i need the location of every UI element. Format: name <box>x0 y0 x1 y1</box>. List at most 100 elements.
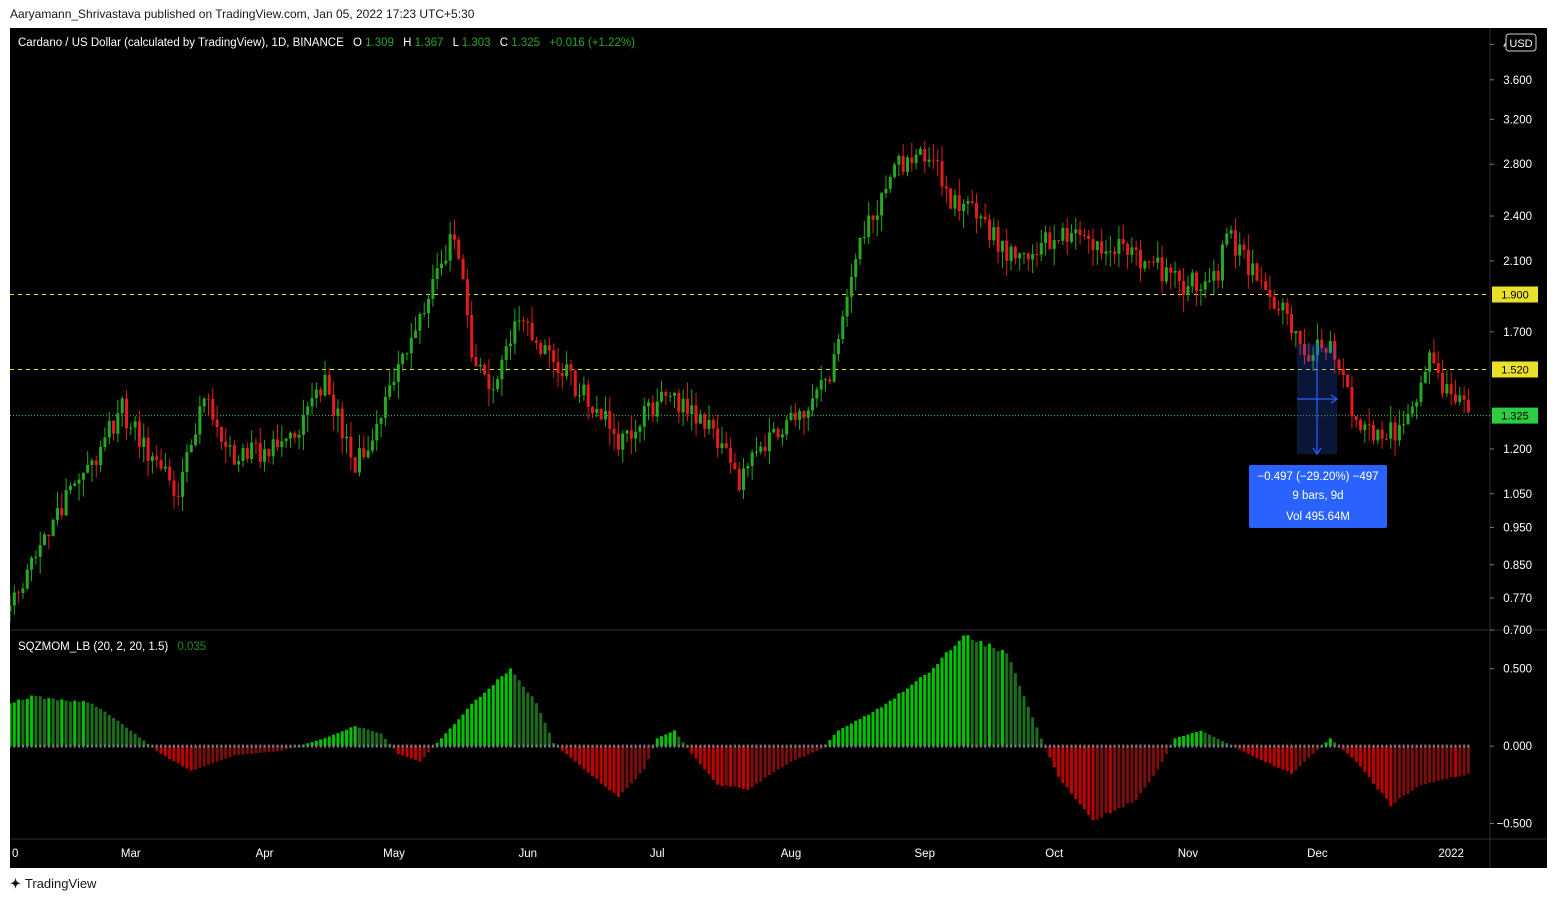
candle-body <box>1428 352 1432 372</box>
candle-body <box>586 384 590 407</box>
candle-body <box>862 237 866 239</box>
squeeze-dot <box>738 744 741 748</box>
candle-body <box>1052 240 1056 249</box>
tradingview-logo[interactable]: ✦ TradingView <box>10 876 96 892</box>
squeeze-dot <box>1286 744 1289 748</box>
squeeze-dot <box>168 744 171 748</box>
momentum-bar <box>1294 746 1298 771</box>
momentum-bar <box>513 674 517 747</box>
squeeze-dot <box>1027 744 1030 748</box>
candle-body <box>763 446 767 452</box>
squeeze-dot <box>1230 744 1233 748</box>
candle-body <box>1393 422 1397 441</box>
candle-body <box>1238 244 1242 256</box>
indicator-axis[interactable]: 0.500 0.000 −0.500 <box>1490 664 1532 831</box>
level-badge-label: 1.900 <box>1501 290 1529 302</box>
momentum-bar <box>1380 746 1384 794</box>
squeeze-dot <box>962 744 965 748</box>
momentum-bar <box>504 673 508 747</box>
candle-body <box>1458 395 1462 403</box>
momentum-bar <box>250 746 254 754</box>
momentum-bar <box>880 707 884 747</box>
squeeze-dot <box>1290 744 1293 748</box>
measure-tool[interactable]: −0.497 (−29.20%) −497 9 bars, 9d Vol 495… <box>1249 344 1387 528</box>
momentum-bar <box>983 646 987 747</box>
squeeze-dot <box>1359 744 1362 748</box>
momentum-bar <box>914 681 918 747</box>
candle-body <box>1074 229 1078 234</box>
price-axis[interactable]: 4.0003.6003.2002.8002.4002.1001.7001.200… <box>1490 39 1532 637</box>
momentum-bar <box>103 711 107 747</box>
squeeze-dot <box>1031 744 1034 748</box>
squeeze-dot <box>1212 744 1215 748</box>
measure-bars-text: 9 bars, 9d <box>1292 490 1343 502</box>
squeeze-dot <box>177 744 180 748</box>
momentum-bar <box>1013 673 1017 747</box>
squeeze-dot <box>457 744 460 748</box>
candle-body <box>729 447 733 463</box>
candle-body <box>1233 230 1237 256</box>
squeeze-dot <box>496 744 499 748</box>
squeeze-dot <box>932 744 935 748</box>
squeeze-dot <box>604 744 607 748</box>
chart-svg[interactable]: −0.497 (−29.20%) −497 9 bars, 9d Vol 495… <box>8 28 1547 868</box>
squeeze-dot <box>1070 744 1073 748</box>
candle-body <box>1436 363 1440 373</box>
momentum-bar <box>1082 746 1086 810</box>
candle-body <box>875 215 879 220</box>
squeeze-dot <box>703 744 706 748</box>
candle-body <box>962 203 966 211</box>
close-label: C <box>500 37 508 49</box>
squeeze-dot <box>1044 744 1047 748</box>
squeeze-dot <box>1411 744 1414 748</box>
momentum-bar <box>1285 746 1289 772</box>
candle-body <box>815 389 819 399</box>
candle-body <box>47 534 51 537</box>
momentum-bar <box>931 668 935 747</box>
squeeze-dot <box>263 744 266 748</box>
squeeze-dot <box>979 744 982 748</box>
squeeze-dot <box>1303 744 1306 748</box>
candle-body <box>1095 241 1099 251</box>
candle-body <box>353 457 357 473</box>
momentum-bar <box>1264 746 1268 763</box>
candle-body <box>798 411 802 420</box>
momentum-bar <box>1143 746 1147 788</box>
time-tick-label: Dec <box>1307 848 1328 860</box>
time-tick-label: May <box>383 848 405 860</box>
squeeze-dot <box>1243 744 1246 748</box>
momentum-bar <box>232 746 236 756</box>
squeeze-dot <box>1001 744 1004 748</box>
squeeze-dot <box>151 744 154 748</box>
momentum-bar <box>336 733 340 747</box>
candle-body <box>573 370 577 397</box>
momentum-bar <box>647 746 651 760</box>
candle-body <box>750 452 754 466</box>
momentum-bar <box>435 743 439 747</box>
chart-area[interactable]: −0.497 (−29.20%) −497 9 bars, 9d Vol 495… <box>8 28 1547 868</box>
candle-body <box>418 314 422 331</box>
squeeze-dot <box>60 744 63 748</box>
momentum-bar <box>608 746 612 791</box>
time-axis[interactable]: 0 Mar Apr May Jun Jul Aug Sep Oct Nov Dec 2022 <box>12 848 1464 860</box>
candle-body <box>987 219 991 241</box>
candle-body <box>841 316 845 339</box>
momentum-bar <box>1298 746 1302 767</box>
squeeze-dot <box>522 744 525 748</box>
candle-body <box>1242 244 1246 250</box>
candle-body <box>1100 241 1104 254</box>
candle-body <box>21 588 25 594</box>
candle-body <box>172 480 176 496</box>
momentum-bar <box>1057 746 1061 777</box>
squeeze-dot <box>794 744 797 748</box>
candle-body <box>785 419 789 435</box>
candle-body <box>1302 344 1306 356</box>
momentum-bar <box>25 698 29 747</box>
momentum-bar <box>897 693 901 747</box>
currency-badge[interactable]: USD <box>1505 33 1537 52</box>
momentum-bar <box>496 679 500 747</box>
candle-body <box>1462 395 1466 400</box>
candle-body <box>910 157 914 164</box>
squeeze-dot <box>1169 744 1172 748</box>
squeeze-dot <box>1389 744 1392 748</box>
